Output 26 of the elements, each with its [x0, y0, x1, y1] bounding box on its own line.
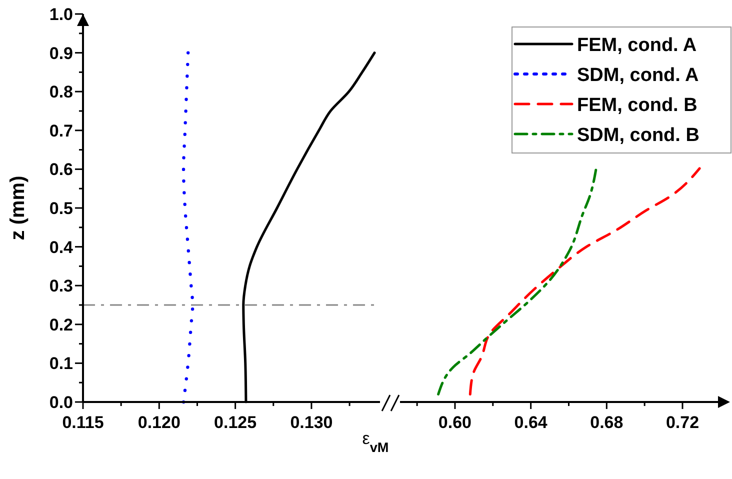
x-tick-label: 0.68 [590, 413, 624, 432]
x-tick-label: 0.125 [214, 413, 257, 432]
line-series [182, 51, 194, 404]
y-axis-title: z (mm) [7, 176, 29, 240]
x-tick-label: 0.120 [138, 413, 180, 432]
x-tick-label: 0.64 [514, 413, 548, 432]
y-tick-label: 0.9 [49, 44, 73, 63]
x-tick-label: 0.130 [290, 413, 333, 432]
y-tick-label: 0.3 [49, 276, 73, 296]
y-tick-label: 0.0 [49, 393, 73, 412]
y-tick-label: 0.2 [49, 315, 73, 334]
legend-label: FEM, cond. B [577, 95, 698, 116]
y-tick-label: 0.8 [49, 82, 73, 102]
legend-label: SDM, cond. B [577, 125, 700, 146]
y-tick-label: 0.4 [49, 238, 74, 257]
x-tick-label: 0.115 [62, 413, 104, 432]
x-tick-label: 0.72 [666, 413, 700, 432]
y-tick-label: 1.0 [49, 5, 73, 24]
y-tick-label: 0.1 [49, 354, 73, 374]
y-tick-label: 0.6 [49, 160, 73, 180]
x-axis-title: ε$_{vM}$ [362, 429, 389, 454]
y-tick-label: 0.5 [49, 199, 73, 218]
y-tick-label: 0.7 [49, 121, 73, 140]
x-tick-label: 0.60 [438, 413, 472, 432]
legend-label: SDM, cond. A [577, 65, 700, 86]
legend-label: FEM, cond. A [577, 35, 697, 56]
